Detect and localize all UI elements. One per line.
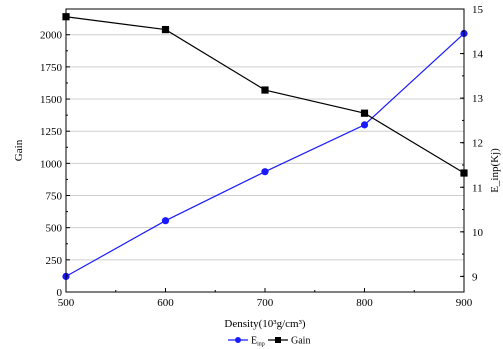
y-right-tick-label: 12 [472,138,483,150]
y-right-tick-label: 9 [472,271,478,283]
y-left-tick-label: 2000 [40,30,63,42]
series-markers [62,13,468,281]
x-tick-label: 600 [157,297,174,309]
y-left-tick-label: 1250 [40,126,63,138]
x-axis-label: Density(10³g/cm³) [224,318,305,330]
y-right-tick-label: 14 [472,49,484,61]
series-point-e [261,168,269,176]
legend: Einp Gain [228,336,310,348]
y-left-tick-label: 250 [46,255,63,267]
axis-ticks: 0 250 500 750 1000 1250 1500 1750 2000 9 10 11 12 13 1… [40,4,484,309]
y-axis-right-label: E_inp(Kj) [489,148,501,193]
y-right-tick-label: 13 [472,93,484,105]
series-line-e [65,33,465,277]
series-point-e [360,121,369,129]
y-right-tick-label: 15 [472,4,484,16]
series-point-gain [161,25,170,34]
y-right-tick-label: 11 [472,182,483,194]
y-left-tick-label: 1000 [40,158,63,170]
y-left-tick-label: 750 [46,191,63,203]
x-tick-label: 500 [58,297,75,309]
legend-marker-gain [275,337,281,343]
series-point-gain [360,109,369,117]
grid-lines [66,34,464,261]
y-left-tick-label: 1750 [40,62,63,74]
legend-label-e: Einp [251,336,265,348]
series-point-gain [261,86,269,94]
y-left-tick-label: 500 [46,223,63,235]
y-left-tick-label: 0 [57,287,63,299]
y-right-tick-label: 10 [472,227,484,239]
legend-marker-e [235,337,241,343]
series-point-e [161,217,170,225]
x-tick-label: 900 [456,297,473,309]
x-tick-label: 800 [356,297,373,309]
legend-label-gain: Gain [291,336,310,347]
series-line-gain [65,16,465,174]
y-axis-left-label: Gain [13,139,25,161]
y-left-tick-label: 1500 [40,94,63,106]
plot-frame [65,8,465,293]
x-tick-label: 700 [257,297,274,309]
series-lines [65,16,465,277]
